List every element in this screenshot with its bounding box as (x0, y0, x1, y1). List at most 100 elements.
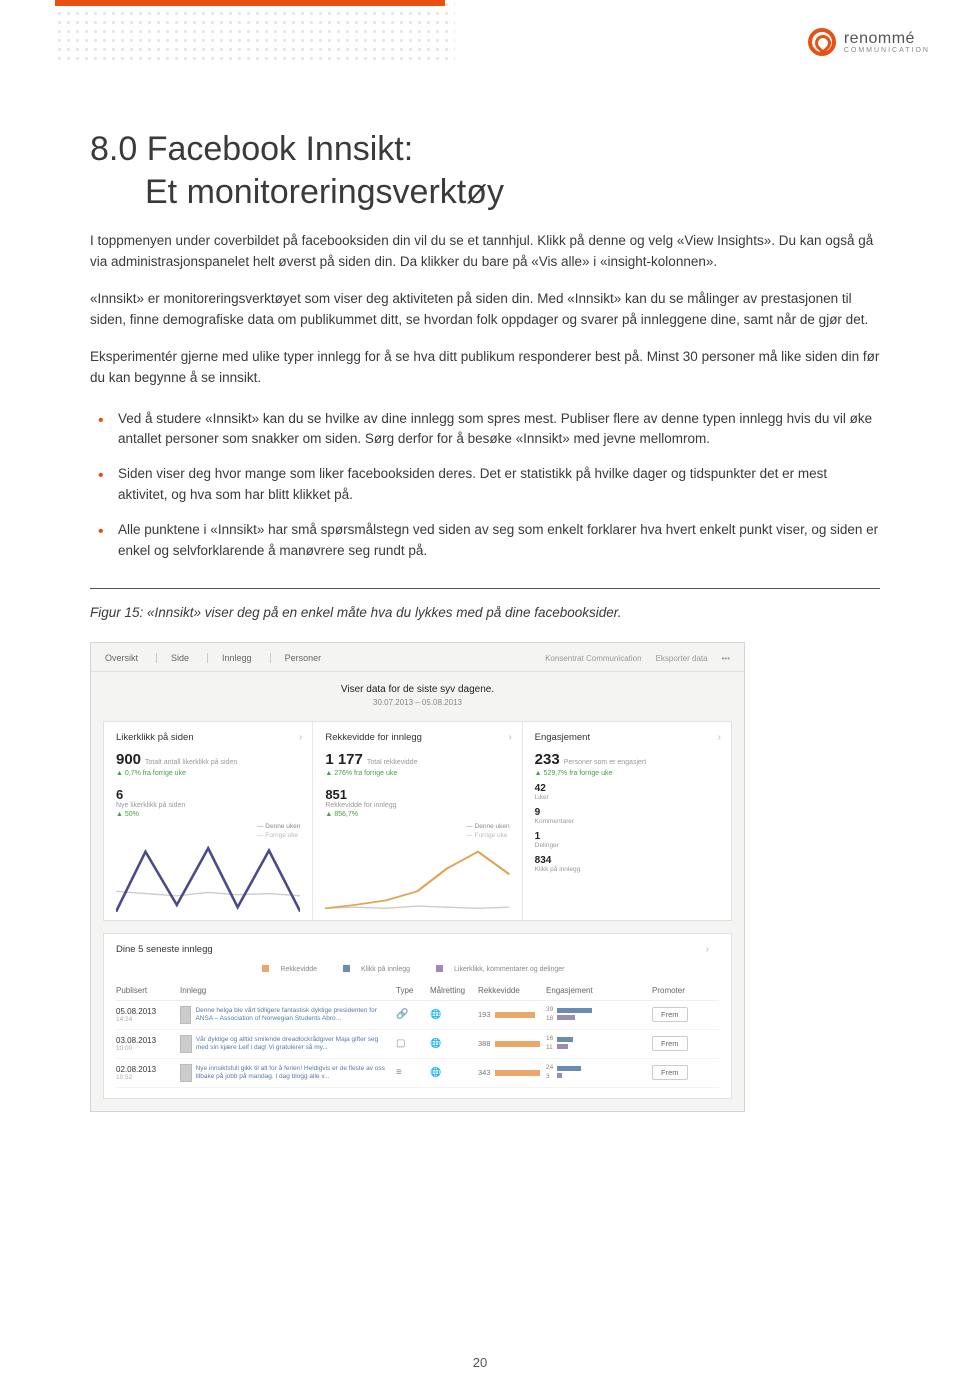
brand-logo: renommé COMMUNICATION (808, 28, 930, 56)
post-content: Denne helga ble vårt tidligere fantastis… (180, 1006, 390, 1024)
reach-sparkline-chart (325, 846, 509, 914)
engagement-likes-label: Liker (535, 794, 719, 801)
metric-title: Engasjement (535, 732, 719, 743)
post-reach: 193 (478, 1010, 540, 1019)
metric-title: Rekkevidde for innlegg (325, 732, 509, 743)
date-range: 30.07.2013 – 05.08.2013 (91, 698, 744, 707)
posts-legend: Rekkevidde Klikk på innlegg Likerklikk, … (116, 965, 719, 972)
title-line-1: 8.0 Facebook Innsikt: (90, 130, 413, 168)
chevron-right-icon[interactable]: › (299, 732, 302, 743)
subtitle-text: Viser data for de siste syv dagene. (91, 684, 744, 695)
metric-mid-number: 851 (325, 787, 509, 802)
recent-posts-panel: Dine 5 seneste innlegg › Rekkevidde Klik… (103, 933, 732, 1098)
promote-cell: Frem (652, 1065, 722, 1080)
bullet-item: Siden viser deg hvor mange som liker fac… (90, 464, 880, 506)
metric-delta: ▲ 529,7% fra forrige uke (535, 770, 719, 777)
paragraph-1: I toppmenyen under coverbildet på facebo… (90, 231, 880, 273)
post-targeting-icon: 🌐 (430, 1038, 472, 1049)
post-engagement: 1611 (546, 1035, 646, 1052)
metrics-row: Likerklikk på siden › 900 Totalt antall l… (103, 721, 732, 921)
metric-mid-desc: Nye likerklikk på siden (116, 802, 300, 809)
table-row[interactable]: 02.08.201310:52 Nye innsiktsfull gikk ti… (116, 1059, 719, 1088)
top-accent-bar (55, 0, 445, 6)
promote-button[interactable]: Frem (652, 1007, 688, 1022)
page-content: 8.0 Facebook Innsikt: Et monitoreringsve… (90, 128, 880, 1112)
divider (90, 588, 880, 589)
post-type-icon: ▢ (396, 1038, 424, 1049)
post-date: 03.08.201310:00 (116, 1036, 174, 1052)
engagement-clicks-count: 834 (535, 855, 719, 866)
metric-engagement: Engasjement › 233 Personer som er engasje… (523, 722, 731, 920)
logo-icon (808, 28, 836, 56)
post-type-icon: ≡ (396, 1067, 424, 1078)
metric-big-desc: Totalt antall likerklikk på siden (145, 759, 237, 766)
account-name[interactable]: Konsentrat Communication (545, 654, 642, 663)
metric-big-number: 900 (116, 751, 141, 768)
bullet-item: Alle punktene i «Innsikt» har små spørsm… (90, 520, 880, 562)
post-thumbnail (180, 1064, 192, 1082)
post-targeting-icon: 🌐 (430, 1067, 472, 1078)
promote-cell: Frem (652, 1036, 722, 1051)
page-number: 20 (0, 1355, 960, 1370)
promote-cell: Frem (652, 1007, 722, 1022)
metric-mid-delta: ▲ 50% (116, 811, 300, 818)
metric-big-number: 1 177 (325, 751, 363, 768)
chart-legend: — Denne uken — Forrige uke (466, 822, 509, 840)
post-date: 05.08.201314:24 (116, 1007, 174, 1023)
title-line-2: Et monitoreringsverktøy (90, 171, 880, 214)
posts-title: Dine 5 seneste innlegg › (116, 944, 719, 955)
post-content: Nye innsiktsfull gikk til alt for å feri… (180, 1064, 390, 1082)
metric-big-number: 233 (535, 751, 560, 768)
post-thumbnail (180, 1035, 192, 1053)
insights-dashboard: Oversikt Side Innlegg Personer Konsentra… (90, 642, 745, 1112)
engagement-shares-count: 1 (535, 831, 719, 842)
post-reach: 388 (478, 1039, 540, 1048)
post-content: Vår dyktige og alltid smilende dreadlock… (180, 1035, 390, 1053)
paragraph-3: Eksperimentér gjerne med ulike typer inn… (90, 347, 880, 389)
tab-people[interactable]: Personer (270, 653, 322, 663)
dashboard-tabs: Oversikt Side Innlegg Personer Konsentra… (91, 643, 744, 672)
dashboard-subtitle: Viser data for de siste syv dagene. 30.0… (91, 672, 744, 721)
post-reach: 343 (478, 1068, 540, 1077)
metric-delta: ▲ 0,7% fra forrige uke (116, 770, 300, 777)
decorative-dots (55, 0, 455, 60)
post-type-icon: 🔗 (396, 1009, 424, 1020)
metric-big-desc: Total rekkevidde (367, 759, 418, 766)
tab-page[interactable]: Side (156, 653, 189, 663)
chart-legend: — Denne uken — Forrige uke (257, 822, 300, 840)
bullet-item: Ved å studere «Innsikt» kan du se hvilke… (90, 409, 880, 451)
post-targeting-icon: 🌐 (430, 1009, 472, 1020)
page-title: 8.0 Facebook Innsikt: Et monitoreringsve… (90, 128, 880, 213)
post-date: 02.08.201310:52 (116, 1065, 174, 1081)
tab-posts[interactable]: Innlegg (207, 653, 252, 663)
metric-reach: Rekkevidde for innlegg › 1 177 Total rekk… (313, 722, 522, 920)
tab-overview[interactable]: Oversikt (105, 653, 138, 663)
metric-title: Likerklikk på siden (116, 732, 300, 743)
bullet-list: Ved å studere «Innsikt» kan du se hvilke… (90, 409, 880, 563)
brand-subtitle: COMMUNICATION (844, 47, 930, 54)
engagement-shares-label: Delinger (535, 842, 719, 849)
chevron-right-icon[interactable]: › (706, 944, 709, 955)
promote-button[interactable]: Frem (652, 1036, 688, 1051)
table-row[interactable]: 03.08.201310:00 Vår dyktige og alltid sm… (116, 1030, 719, 1059)
chevron-right-icon[interactable]: › (508, 732, 511, 743)
likes-sparkline-chart (116, 846, 300, 914)
engagement-comments-count: 9 (535, 807, 719, 818)
figure-caption: Figur 15: «Innsikt» viser deg på en enke… (90, 605, 880, 620)
chevron-right-icon[interactable]: › (718, 732, 721, 743)
engagement-clicks-label: Klikk på innlegg (535, 866, 719, 873)
post-thumbnail (180, 1006, 191, 1024)
metric-mid-delta: ▲ 856,7% (325, 811, 509, 818)
export-data-button[interactable]: Eksporter data (656, 654, 708, 663)
post-engagement: 3918 (546, 1006, 646, 1023)
metric-likes: Likerklikk på siden › 900 Totalt antall l… (104, 722, 313, 920)
table-row[interactable]: 05.08.201314:24 Denne helga ble vårt tid… (116, 1001, 719, 1030)
brand-name: renommé (844, 31, 930, 47)
metric-big-desc: Personer som er engasjert (564, 759, 646, 766)
posts-table-header: PublisertInnleggTypeMålrettingRekkevidde… (116, 981, 719, 1001)
post-engagement: 243 (546, 1064, 646, 1081)
metric-delta: ▲ 276% fra forrige uke (325, 770, 509, 777)
more-menu-icon[interactable]: ••• (722, 654, 730, 663)
engagement-comments-label: Kommentarer (535, 818, 719, 825)
promote-button[interactable]: Frem (652, 1065, 688, 1080)
